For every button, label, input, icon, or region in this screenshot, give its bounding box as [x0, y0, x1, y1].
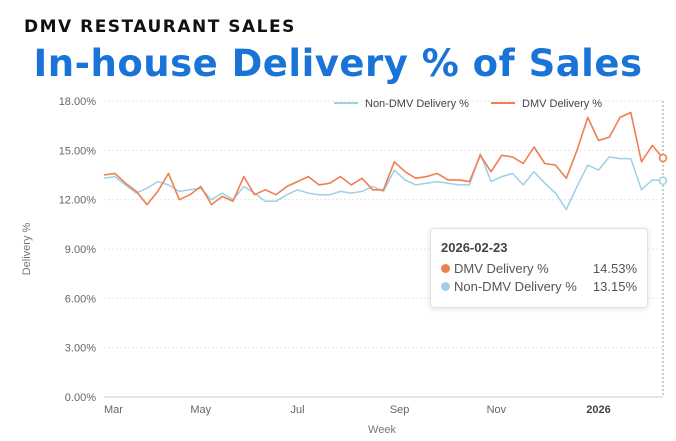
y-axis-ticks: 0.00% 3.00% 6.00% 9.00% 12.00% 15.00% 18.00% [59, 96, 97, 404]
series-line-non-dmv[interactable] [103, 152, 664, 211]
x-tick-label: Nov [487, 404, 507, 416]
y-tick-label: 3.00% [65, 343, 96, 355]
x-tick-label: May [190, 404, 211, 416]
y-axis-label: Delivery % [21, 223, 33, 276]
tooltip-date: 2026-02-23 [441, 240, 508, 255]
y-tick-label: 6.00% [65, 293, 96, 305]
x-tick-label: Sep [390, 404, 410, 416]
grid-lines [104, 100, 664, 398]
legend-label[interactable]: Non-DMV Delivery % [365, 98, 469, 110]
tooltip-row-non-dmv: Non-DMV Delivery % 13.15% [441, 279, 637, 295]
tooltip-series-value: 13.15% [592, 279, 637, 294]
report-header: DMV RESTAURANT SALES [24, 17, 296, 37]
tooltip-series-name: DMV Delivery % [454, 261, 549, 276]
y-tick-label: 12.00% [59, 195, 97, 207]
y-tick-label: 0.00% [65, 392, 96, 404]
non-dmv-dot-icon [441, 282, 450, 291]
tooltip-row-dmv: DMV Delivery % 14.53% [441, 261, 637, 277]
y-tick-label: 18.00% [59, 96, 97, 108]
x-tick-label: Jul [290, 404, 304, 416]
x-axis-label: Week [368, 424, 396, 436]
x-tick-label: 2026 [586, 404, 610, 416]
hover-tooltip: 2026-02-23 DMV Delivery % 14.53% Non-DMV… [430, 228, 648, 308]
hover-point[interactable] [658, 153, 668, 163]
hover-point[interactable] [658, 176, 668, 186]
x-tick-label: Mar [104, 404, 123, 416]
legend: Non-DMV Delivery % DMV Delivery % [334, 98, 602, 110]
y-tick-label: 9.00% [65, 244, 96, 256]
series-line-dmv[interactable] [103, 111, 664, 206]
tooltip-series-value: 14.53% [592, 261, 637, 276]
legend-label[interactable]: DMV Delivery % [522, 98, 602, 110]
tooltip-series-name: Non-DMV Delivery % [454, 279, 577, 294]
dmv-dot-icon [441, 264, 450, 273]
x-axis-ticks: Mar May Jul Sep Nov 2026 [104, 404, 611, 416]
y-tick-label: 15.00% [59, 145, 97, 157]
page-title: In-house Delivery % of Sales [33, 42, 643, 85]
series-lines [103, 111, 668, 211]
